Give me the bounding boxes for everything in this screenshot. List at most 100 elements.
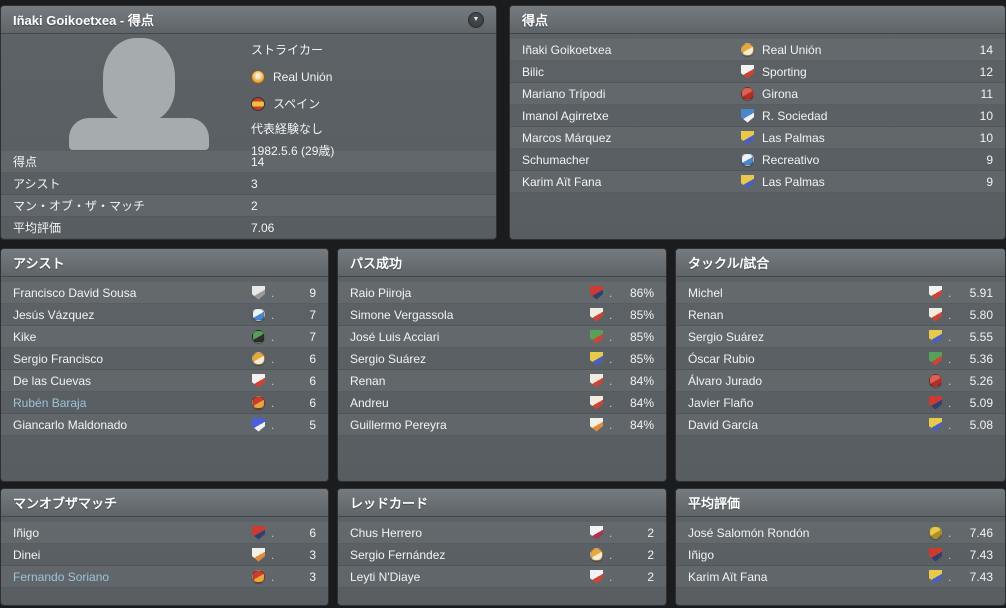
stat-value: 7.06	[251, 220, 275, 235]
player-club-line[interactable]: Real Unión	[251, 63, 486, 90]
list-item[interactable]: Karim Aït Fana Las Palmas 9	[510, 171, 1005, 193]
player-name[interactable]: Dinei	[13, 547, 41, 562]
leader-dot: .	[271, 373, 275, 388]
player-name[interactable]: Mariano Trípodi	[522, 86, 606, 101]
list-item[interactable]: Mariano Trípodi Girona 11	[510, 83, 1005, 105]
player-name[interactable]: Michel	[688, 285, 723, 300]
player-name[interactable]: Sergio Suárez	[350, 351, 427, 366]
badge-cell: .	[252, 547, 276, 562]
list-item[interactable]: Karim Aït Fana. 7.43	[676, 566, 1005, 588]
club-name[interactable]: Real Unión	[273, 69, 333, 84]
player-name[interactable]: Javier Flaño	[688, 395, 754, 410]
list-item[interactable]: Leyti N'Diaye. 2	[338, 566, 666, 588]
list-item[interactable]: Rubén Baraja. 6	[1, 392, 328, 414]
list-item[interactable]: Óscar Rubio. 5.36	[676, 348, 1005, 370]
club-badge-icon	[929, 329, 942, 344]
club-badge-icon	[252, 547, 265, 562]
player-nation-line[interactable]: スペイン	[251, 90, 486, 117]
list-item[interactable]: Francisco David Sousa. 9	[1, 282, 328, 304]
club-cell: Real Unión	[741, 43, 953, 57]
player-name[interactable]: Schumacher	[522, 152, 590, 167]
list-item[interactable]: Imanol Agirretxe R. Sociedad 10	[510, 105, 1005, 127]
leader-dot: .	[271, 395, 275, 410]
player-name[interactable]: Marcos Márquez	[522, 130, 612, 145]
list-item[interactable]: Jesús Vázquez. 7	[1, 304, 328, 326]
player-name[interactable]: Sergio Suárez	[688, 329, 765, 344]
nation-name[interactable]: スペイン	[273, 97, 321, 111]
club-badge-icon	[929, 285, 942, 300]
silhouette-head	[103, 38, 175, 122]
list-item[interactable]: De las Cuevas. 6	[1, 370, 328, 392]
list-item[interactable]: Michel. 5.91	[676, 282, 1005, 304]
list-item[interactable]: José Salomón Rondón. 7.46	[676, 522, 1005, 544]
list-item[interactable]: Iñigo. 7.43	[676, 544, 1005, 566]
club-name: Recreativo	[762, 152, 820, 167]
player-name[interactable]: Óscar Rubio	[688, 351, 755, 366]
player-name[interactable]: José Luis Acciari	[350, 329, 440, 344]
list-item[interactable]: Sergio Suárez. 5.55	[676, 326, 1005, 348]
player-name[interactable]: Renan	[350, 373, 386, 388]
player-name[interactable]: Jesús Vázquez	[13, 307, 95, 322]
list-item[interactable]: Iñaki Goikoetxea Real Unión 14	[510, 39, 1005, 61]
player-name[interactable]: Sergio Fernández	[350, 547, 446, 562]
list-item[interactable]: Raio Piiroja. 86%	[338, 282, 666, 304]
player-name[interactable]: Francisco David Sousa	[13, 285, 137, 300]
player-name[interactable]: Guillermo Pereyra	[350, 417, 447, 432]
list-item[interactable]: Chus Herrero. 2	[338, 522, 666, 544]
player-name[interactable]: Renan	[688, 307, 724, 322]
profile-panel-header: Iñaki Goikoetxea - 得点 ▼	[1, 6, 496, 34]
list-item[interactable]: Guillermo Pereyra. 84%	[338, 414, 666, 436]
player-name[interactable]: Iñigo	[688, 547, 715, 562]
player-name[interactable]: Simone Vergassola	[350, 307, 454, 322]
player-name[interactable]: Fernando Soriano	[13, 569, 110, 584]
list-item[interactable]: Iñigo. 6	[1, 522, 328, 544]
list-item[interactable]: Sergio Suárez. 85%	[338, 348, 666, 370]
list-item[interactable]: Javier Flaño. 5.09	[676, 392, 1005, 414]
leader-dot: .	[271, 329, 275, 344]
list-item[interactable]: Dinei. 3	[1, 544, 328, 566]
leader-dot: .	[609, 547, 613, 562]
badge-cell: .	[590, 307, 614, 322]
player-name[interactable]: Giancarlo Maldonado	[13, 417, 128, 432]
list-item[interactable]: Schumacher Recreativo 9	[510, 149, 1005, 171]
player-name[interactable]: Bilic	[522, 64, 545, 79]
list-item[interactable]: Simone Vergassola. 85%	[338, 304, 666, 326]
panel-title: タックル/試合	[688, 256, 770, 271]
leader-dot: .	[948, 373, 952, 388]
player-name[interactable]: Imanol Agirretxe	[522, 108, 609, 123]
player-name[interactable]: David García	[688, 417, 759, 432]
list-item[interactable]: Sergio Fernández. 2	[338, 544, 666, 566]
stat-value: 84%	[629, 395, 654, 410]
list-item[interactable]: Bilic Sporting 12	[510, 61, 1005, 83]
player-name[interactable]: Iñaki Goikoetxea	[522, 42, 612, 57]
list-item[interactable]: David García. 5.08	[676, 414, 1005, 436]
list-item[interactable]: Marcos Márquez Las Palmas 10	[510, 127, 1005, 149]
list-item[interactable]: José Luis Acciari. 85%	[338, 326, 666, 348]
player-name[interactable]: Karim Aït Fana	[522, 174, 602, 189]
list-item[interactable]: Fernando Soriano. 3	[1, 566, 328, 588]
player-name[interactable]: De las Cuevas	[13, 373, 92, 388]
player-name[interactable]: Rubén Baraja	[13, 395, 87, 410]
panel-rating-rows: José Salomón Rondón. 7.46 Iñigo. 7.43 Karim …	[676, 517, 1005, 588]
leader-dot: .	[271, 307, 275, 322]
player-name[interactable]: José Salomón Rondón	[688, 525, 810, 540]
player-name[interactable]: Leyti N'Diaye	[350, 569, 421, 584]
player-name[interactable]: Chus Herrero	[350, 525, 423, 540]
list-item[interactable]: Sergio Francisco. 6	[1, 348, 328, 370]
player-name[interactable]: Iñigo	[13, 525, 40, 540]
player-name[interactable]: Álvaro Jurado	[688, 373, 763, 388]
player-name[interactable]: Raio Piiroja	[350, 285, 412, 300]
player-name[interactable]: Kike	[13, 329, 37, 344]
list-item[interactable]: Kike. 7	[1, 326, 328, 348]
player-name[interactable]: Andreu	[350, 395, 389, 410]
stat-value: 86%	[629, 285, 654, 300]
list-item[interactable]: Giancarlo Maldonado. 5	[1, 414, 328, 436]
list-item[interactable]: Renan. 84%	[338, 370, 666, 392]
list-item[interactable]: Renan. 5.80	[676, 304, 1005, 326]
list-item[interactable]: Andreu. 84%	[338, 392, 666, 414]
stat-value: 9	[986, 152, 993, 167]
player-name[interactable]: Sergio Francisco	[13, 351, 104, 366]
player-name[interactable]: Karim Aït Fana	[688, 569, 768, 584]
chevron-down-icon[interactable]: ▼	[468, 11, 484, 28]
list-item[interactable]: Álvaro Jurado. 5.26	[676, 370, 1005, 392]
